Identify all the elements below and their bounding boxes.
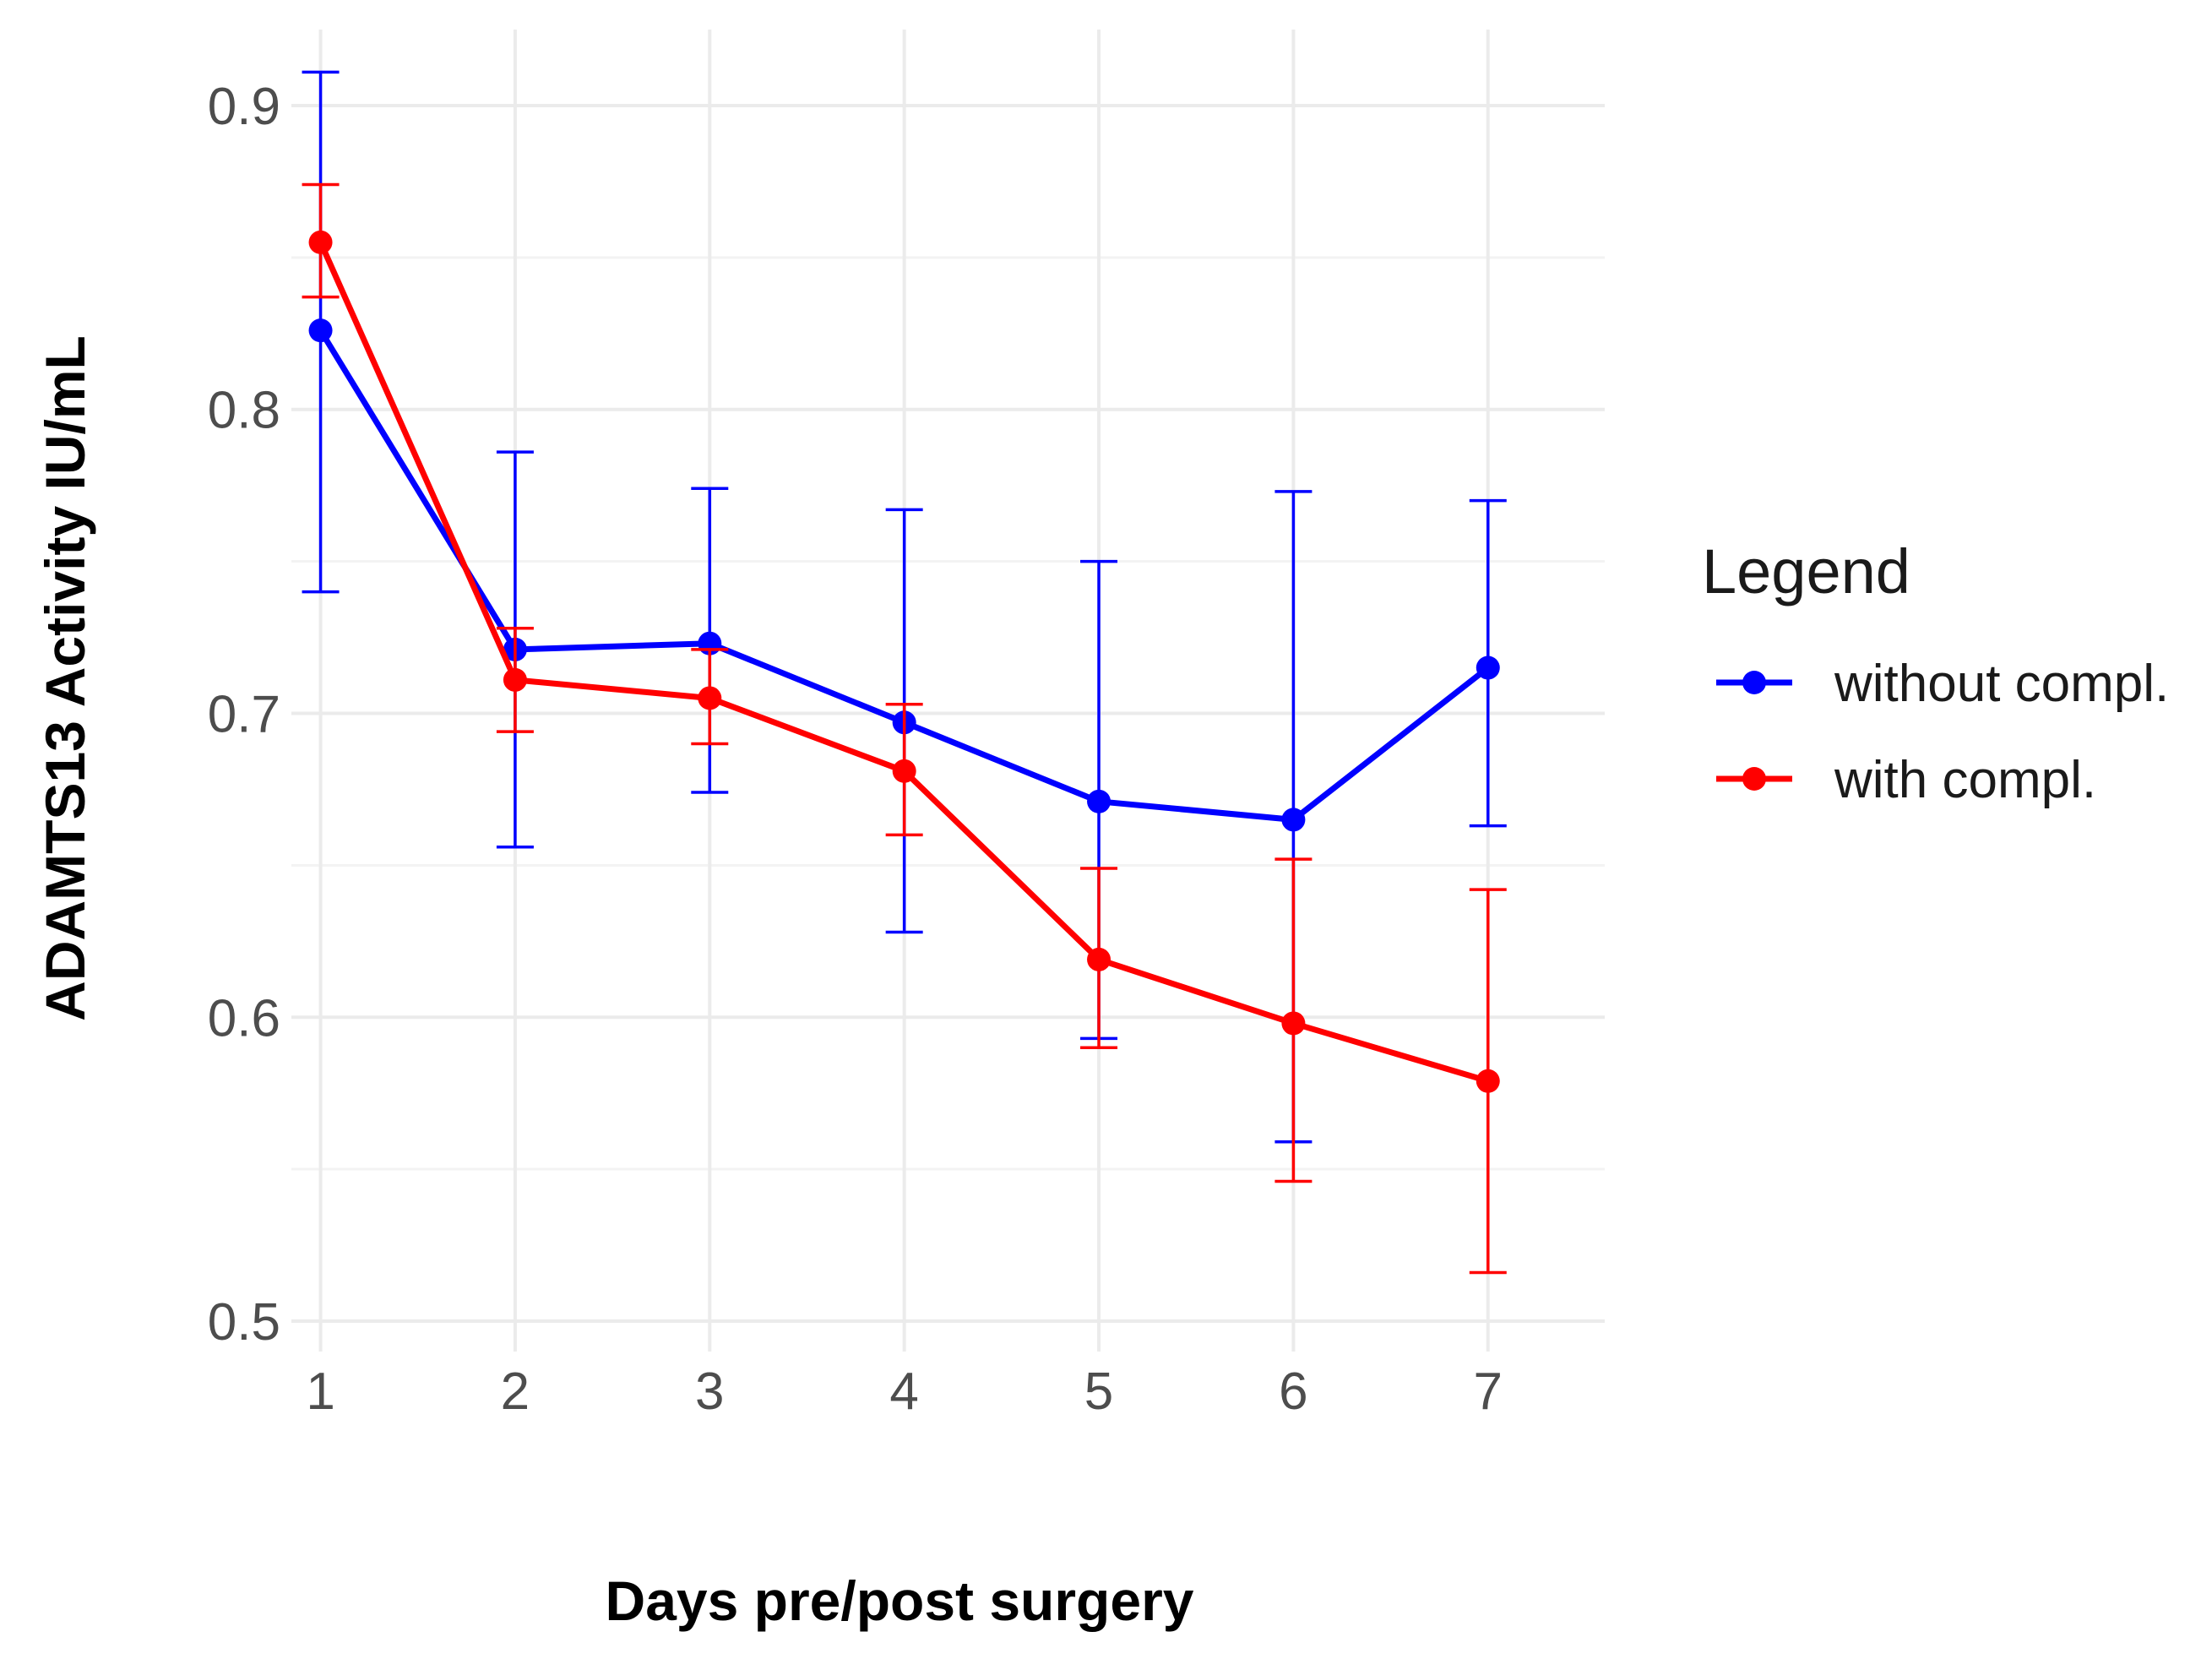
data-point [308, 230, 333, 254]
x-axis-ticks: 1 2 3 4 5 6 7 [306, 1363, 1503, 1421]
data-point [892, 759, 916, 783]
y-tick-label: 0.9 [208, 78, 280, 136]
data-point [1087, 789, 1111, 813]
x-tick-label: 5 [1084, 1363, 1113, 1421]
data-point [1281, 1011, 1306, 1036]
x-tick-label: 1 [306, 1363, 334, 1421]
x-tick-label: 3 [695, 1363, 724, 1421]
x-tick-label: 2 [501, 1363, 530, 1421]
series-layer [302, 70, 1507, 1275]
data-point [698, 686, 722, 710]
series-with-compl [302, 182, 1507, 1275]
x-axis-title: Days pre/post surgery [606, 1569, 1194, 1632]
data-point [1476, 655, 1500, 680]
legend-label: with compl. [1834, 751, 2096, 809]
y-axis-title: ADAMTS13 Activity IU/mL [34, 335, 96, 1021]
data-point [1281, 808, 1306, 832]
y-axis-ticks: 0.5 0.6 0.7 0.8 0.9 [208, 78, 280, 1352]
legend-key-point [1742, 671, 1766, 694]
data-point [503, 667, 527, 692]
data-point [308, 318, 333, 343]
legend-items: without compl. with compl. [1716, 655, 2169, 809]
y-tick-label: 0.7 [208, 685, 280, 743]
x-tick-label: 6 [1279, 1363, 1307, 1421]
legend-item: with compl. [1716, 751, 2096, 809]
legend-item: without compl. [1716, 655, 2169, 713]
legend: Legend without compl. with compl. [1702, 536, 2169, 809]
legend-key-point [1742, 767, 1766, 791]
x-tick-label: 7 [1474, 1363, 1503, 1421]
legend-title: Legend [1702, 536, 1910, 606]
data-point [1476, 1069, 1500, 1093]
major-gridlines [291, 30, 1605, 1352]
minor-gridlines [291, 256, 1605, 1171]
y-tick-label: 0.8 [208, 382, 280, 440]
x-tick-label: 4 [889, 1363, 918, 1421]
legend-label: without compl. [1834, 655, 2169, 713]
data-point [1087, 947, 1111, 971]
y-tick-label: 0.5 [208, 1293, 280, 1352]
y-tick-label: 0.6 [208, 989, 280, 1047]
